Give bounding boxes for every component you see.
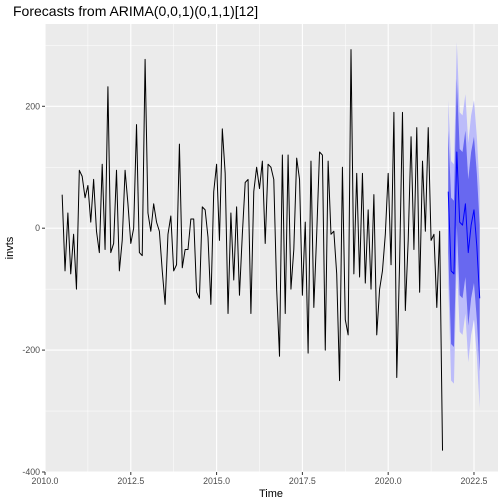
forecast-bands [448, 42, 480, 408]
x-tick-label: 2017.5 [289, 476, 316, 486]
y-axis: -400 -200 0 200 [22, 101, 45, 477]
x-axis: 2010.0 2012.5 2015.0 2017.5 2020.0 2022.5 [32, 472, 488, 486]
series-lines [61, 49, 481, 451]
x-tick-label: 2012.5 [117, 476, 144, 486]
y-tick-label: 200 [25, 101, 40, 111]
forecast-band-80 [448, 78, 480, 372]
chart-title: Forecasts from ARIMA(0,0,1)(0,1,1)[12] [13, 3, 258, 19]
x-tick-label: 2022.5 [461, 476, 488, 486]
y-tick-label: -200 [22, 345, 40, 355]
grid-major [44, 24, 498, 473]
forecast-mean-line [447, 151, 481, 299]
x-axis-label: Time [259, 488, 283, 500]
observed-series-line [61, 49, 444, 451]
x-tick-label: 2010.0 [32, 476, 59, 486]
y-axis-label: invts [4, 236, 16, 259]
grid-minor [45, 24, 498, 472]
x-tick-label: 2020.0 [375, 476, 402, 486]
x-tick-label: 2015.0 [203, 476, 230, 486]
plot-panel [45, 24, 498, 472]
y-tick-label: 0 [35, 223, 40, 233]
y-tick-label: -400 [22, 467, 40, 477]
